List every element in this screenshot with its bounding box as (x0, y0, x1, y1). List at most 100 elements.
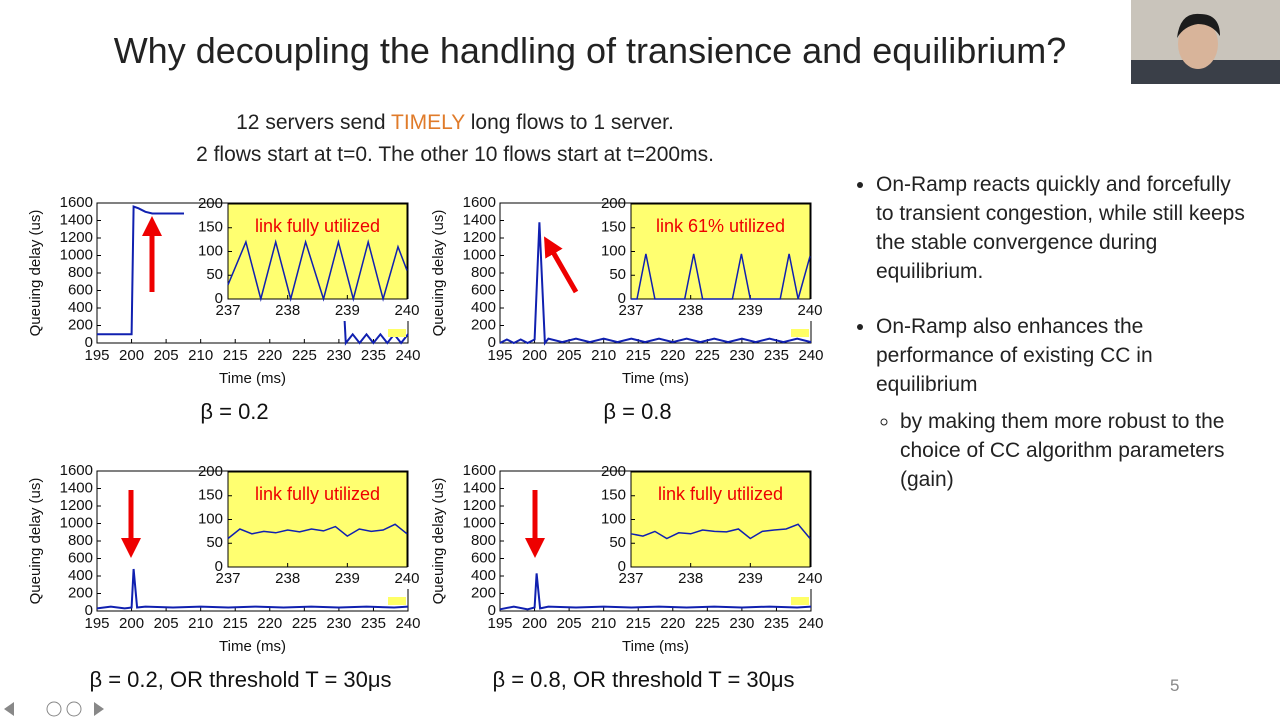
bullet: On-Ramp also enhances the performance of… (876, 312, 1252, 494)
y-tick-label: 1200 (463, 229, 496, 246)
inset-y-tick-label: 150 (198, 487, 223, 504)
inset-y-tick-label: 200 (198, 463, 223, 480)
inset-x-tick-label: 239 (335, 302, 360, 319)
y-tick-label: 200 (68, 584, 93, 601)
bullet: On-Ramp reacts quickly and forcefully to… (876, 170, 1252, 286)
x-tick-label: 195 (84, 615, 109, 632)
page-number: 5 (1170, 676, 1180, 695)
x-tick-label: 205 (557, 615, 582, 632)
y-tick-label: 200 (471, 316, 496, 333)
y-tick-label: 400 (68, 299, 93, 316)
y-tick-label: 1200 (60, 497, 93, 514)
y-tick-label: 600 (471, 549, 496, 566)
y-tick-label: 200 (68, 316, 93, 333)
inset-y-tick-label: 100 (198, 510, 223, 527)
inset-annotation: link fully utilized (658, 484, 783, 504)
y-tick-label: 1600 (60, 194, 93, 211)
x-tick-label: 220 (257, 615, 282, 632)
inset-x-tick-label: 237 (618, 302, 643, 319)
y-axis-label: Queuing delay (us) (430, 478, 447, 605)
y-tick-label: 1000 (60, 246, 93, 263)
inset-annotation: link fully utilized (255, 484, 380, 504)
zoom-marker (388, 597, 406, 605)
chart-caption: β = 0.2 (200, 399, 268, 424)
y-tick-label: 400 (471, 567, 496, 584)
data-line (499, 573, 812, 611)
x-axis-label: Time (ms) (622, 370, 689, 387)
inset-bg (587, 472, 631, 589)
inset-y-tick-label: 0 (215, 290, 223, 307)
inset-annotation: link fully utilized (255, 216, 380, 236)
inset-bg (184, 472, 228, 589)
inset-y-tick-label: 100 (601, 242, 626, 259)
data-line (499, 222, 812, 346)
y-axis-label: Queuing delay (us) (430, 210, 447, 337)
y-tick-label: 600 (471, 281, 496, 298)
zoom-marker (388, 329, 406, 337)
y-tick-label: 0 (488, 602, 496, 619)
x-tick-label: 240 (395, 347, 420, 364)
inset-y-tick-label: 50 (206, 534, 223, 551)
inset-bg (631, 299, 826, 321)
x-tick-label: 195 (487, 615, 512, 632)
x-tick-label: 230 (729, 347, 754, 364)
x-tick-label: 230 (729, 615, 754, 632)
x-axis-label: Time (ms) (622, 638, 689, 655)
inset-x-tick-label: 237 (215, 570, 240, 587)
x-tick-label: 220 (660, 615, 685, 632)
webcam-hair (1177, 13, 1220, 38)
y-tick-label: 1400 (463, 211, 496, 228)
inset-x-tick-label: 239 (335, 570, 360, 587)
y-tick-label: 1600 (463, 462, 496, 479)
inset-area (630, 203, 811, 300)
y-tick-label: 400 (471, 299, 496, 316)
y-tick-label: 1400 (60, 479, 93, 496)
x-tick-label: 240 (798, 615, 823, 632)
x-tick-label: 210 (591, 615, 616, 632)
inset-x-tick-label: 237 (215, 302, 240, 319)
x-tick-label: 225 (292, 347, 317, 364)
zoom-marker (791, 329, 809, 337)
x-tick-label: 235 (764, 615, 789, 632)
setup-highlight: TIMELY (391, 111, 465, 134)
inset-x-tick-label: 239 (738, 570, 763, 587)
x-tick-label: 210 (188, 615, 213, 632)
inset-y-tick-label: 150 (601, 219, 626, 236)
x-tick-label: 235 (361, 615, 386, 632)
webcam-face (1178, 19, 1218, 69)
inset-bg (587, 204, 631, 321)
inset-y-tick-label: 50 (609, 534, 626, 551)
inset-bg (228, 299, 423, 321)
x-tick-label: 230 (326, 347, 351, 364)
sub-bullet: by making them more robust to the choice… (900, 407, 1252, 494)
x-tick-label: 200 (119, 347, 144, 364)
inset-y-tick-label: 0 (215, 558, 223, 575)
x-tick-label: 200 (522, 615, 547, 632)
chart-caption: β = 0.8 (603, 399, 671, 424)
y-tick-label: 800 (471, 264, 496, 281)
inset-x-tick-label: 240 (797, 570, 822, 587)
y-tick-label: 800 (471, 532, 496, 549)
y-tick-label: 600 (68, 281, 93, 298)
inset-area (630, 471, 811, 568)
inset-y-tick-label: 0 (618, 290, 626, 307)
bullets: On-Ramp reacts quickly and forcefully to… (852, 170, 1252, 494)
inset-x-tick-label: 240 (797, 302, 822, 319)
y-tick-label: 1600 (60, 462, 93, 479)
slide-title: Why decoupling the handling of transienc… (113, 30, 1067, 71)
y-tick-label: 1400 (463, 479, 496, 496)
y-tick-label: 1400 (60, 211, 93, 228)
inset-y-tick-label: 200 (601, 195, 626, 212)
inset-area (227, 471, 408, 568)
x-tick-label: 220 (660, 347, 685, 364)
x-tick-label: 215 (626, 615, 651, 632)
inset-annotation: link 61% utilized (656, 216, 785, 236)
y-tick-label: 200 (471, 584, 496, 601)
setup-text: long flows to 1 server. (464, 111, 674, 134)
y-tick-label: 600 (68, 549, 93, 566)
y-tick-label: 1200 (463, 497, 496, 514)
inset-x-tick-label: 237 (618, 570, 643, 587)
x-tick-label: 205 (154, 615, 179, 632)
